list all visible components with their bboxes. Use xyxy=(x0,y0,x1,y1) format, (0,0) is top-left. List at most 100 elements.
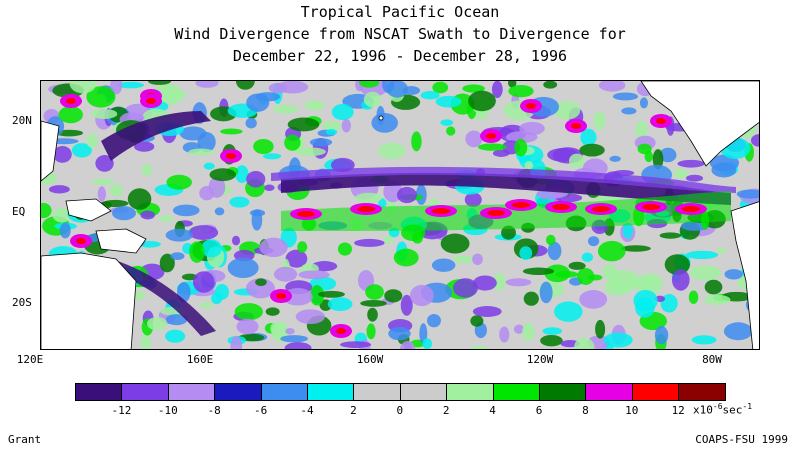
field-patch xyxy=(671,269,690,291)
field-patch xyxy=(543,81,558,89)
colorbar-tick-label: -6 xyxy=(253,404,268,417)
field-patch xyxy=(236,318,259,335)
colorbar-swatch xyxy=(586,384,633,400)
field-patch xyxy=(440,233,470,254)
field-patch xyxy=(327,297,353,311)
map-subtitle: Wind Divergence from NSCAT Swath to Dive… xyxy=(174,25,626,43)
field-patch xyxy=(53,145,72,163)
field-patch xyxy=(704,279,723,295)
colorbar-tick-label: 8 xyxy=(582,404,589,417)
field-patch xyxy=(383,236,394,244)
field-patch xyxy=(90,108,118,119)
field-patch xyxy=(165,329,186,343)
field-patch xyxy=(581,252,594,263)
strong-divergence-cell xyxy=(76,238,86,244)
colorbar xyxy=(75,383,727,401)
lon-label-80w: 80W xyxy=(702,353,722,366)
field-patch xyxy=(86,86,116,108)
colorbar-tick-label: 12 xyxy=(671,404,685,417)
strong-divergence-cell xyxy=(226,153,236,159)
map-title: Tropical Pacific Ocean xyxy=(300,3,500,21)
field-patch xyxy=(639,97,648,109)
field-patch xyxy=(141,164,153,176)
field-patch xyxy=(691,335,717,345)
field-patch xyxy=(189,241,205,263)
map-date-range: December 22, 1996 - December 28, 1996 xyxy=(232,47,568,65)
divergence-core xyxy=(357,206,375,212)
field-patch xyxy=(297,241,308,253)
divergence-core xyxy=(552,204,570,210)
field-patch xyxy=(621,107,637,115)
field-patch xyxy=(199,186,215,201)
field-patch xyxy=(609,155,621,162)
divergence-core xyxy=(432,208,450,214)
field-patch xyxy=(468,90,496,112)
field-patch xyxy=(246,93,270,112)
field-patch xyxy=(513,324,525,334)
field-patch xyxy=(603,332,633,348)
field-patch xyxy=(420,90,440,100)
field-patch xyxy=(469,345,489,349)
field-patch xyxy=(568,261,586,270)
field-patch xyxy=(579,290,608,309)
colorbar-tick-label: -8 xyxy=(207,404,221,417)
field-patch xyxy=(427,313,441,328)
field-patch xyxy=(192,271,215,293)
field-patch xyxy=(211,292,223,305)
field-patch xyxy=(593,111,606,131)
colorbar-swatch xyxy=(76,384,123,400)
divergence-core xyxy=(487,210,505,216)
colorbar-swatch xyxy=(539,384,587,400)
divergence-core xyxy=(682,206,700,212)
divergence-core xyxy=(297,211,315,217)
field-patch xyxy=(580,128,597,147)
field-patch xyxy=(317,290,345,298)
colorbar-swatch xyxy=(122,384,169,400)
land-central-america xyxy=(640,81,759,167)
land-australia xyxy=(41,252,137,349)
field-patch xyxy=(464,192,482,207)
field-patch xyxy=(285,249,308,268)
divergence-core xyxy=(642,204,660,210)
producer-credit: COAPS-FSU 1999 xyxy=(695,433,788,446)
field-patch xyxy=(440,119,454,126)
field-patch xyxy=(367,307,378,322)
field-patch xyxy=(220,128,243,135)
field-patch xyxy=(574,337,595,349)
field-patch xyxy=(539,281,553,304)
field-patch xyxy=(309,138,333,147)
strong-divergence-cell xyxy=(656,118,666,124)
field-patch xyxy=(540,334,563,347)
field-patch xyxy=(235,165,249,184)
field-patch xyxy=(304,100,325,111)
field-patch xyxy=(109,184,124,197)
field-patch xyxy=(711,162,737,178)
field-patch xyxy=(673,169,688,179)
lon-label-160e: 160E xyxy=(186,353,214,366)
field-patch xyxy=(396,186,417,204)
field-patch xyxy=(69,81,97,94)
field-patch xyxy=(270,322,282,336)
field-patch xyxy=(246,170,266,188)
colorbar-swatch xyxy=(400,384,448,400)
field-patch xyxy=(147,316,168,331)
field-patch xyxy=(363,91,382,108)
field-patch xyxy=(214,207,225,216)
field-patch xyxy=(505,278,532,287)
field-patch xyxy=(547,241,562,261)
colorbar-swatch xyxy=(632,384,680,400)
colorbar-swatch xyxy=(679,384,726,400)
field-patch xyxy=(127,188,152,210)
colorbar-swatch xyxy=(493,384,540,400)
field-patch xyxy=(435,95,462,108)
field-patch xyxy=(159,253,175,273)
field-patch xyxy=(659,147,677,163)
field-patch xyxy=(251,209,263,231)
field-patch xyxy=(491,81,503,99)
colorbar-swatch xyxy=(168,384,216,400)
convergence-band-edge xyxy=(271,166,736,193)
field-patch xyxy=(465,130,483,148)
field-patch xyxy=(688,290,699,304)
field-patch xyxy=(97,186,106,202)
field-patch xyxy=(284,134,301,151)
